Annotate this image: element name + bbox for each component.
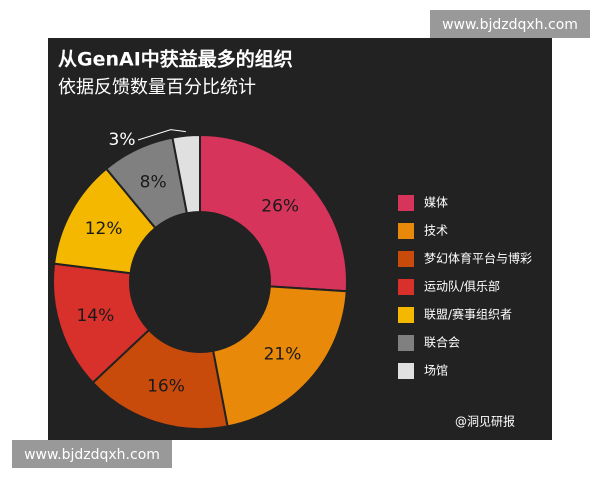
donut-slice (199, 133, 348, 293)
value-label: 16% (147, 377, 185, 397)
legend-label: 媒体 (424, 196, 448, 210)
legend-swatch (398, 335, 414, 351)
legend-label: 联盟/赛事组织者 (424, 307, 512, 322)
donut-slice (171, 133, 201, 215)
chart-title: 从GenAI中获益最多的组织 (58, 48, 293, 71)
legend-swatch (398, 363, 414, 379)
legend-label: 联合会 (424, 335, 460, 350)
legend-swatch (398, 251, 414, 267)
value-label: 8% (140, 172, 167, 192)
legend-label: 梦幻体育平台与博彩 (424, 251, 532, 266)
donut-slice (211, 285, 348, 428)
watermark: www.bjdzdqxh.com (24, 447, 160, 463)
value-label: 26% (261, 197, 299, 217)
value-label: 21% (264, 345, 302, 365)
watermark: www.bjdzdqxh.com (442, 17, 578, 33)
legend-swatch (398, 195, 414, 211)
legend-swatch (398, 279, 414, 295)
chart-subtitle: 依据反馈数量百分比统计 (58, 77, 256, 98)
leader-line (137, 129, 186, 141)
watermark-box (12, 440, 172, 468)
watermark-box (430, 10, 590, 38)
legend-label: 运动队/俱乐部 (424, 279, 500, 294)
legend-label: 场馆 (424, 363, 448, 378)
legend-swatch (398, 307, 414, 323)
value-label: 3% (109, 130, 136, 150)
value-label: 14% (76, 306, 114, 326)
legend-swatch (398, 223, 414, 239)
legend-label: 技术 (424, 224, 448, 238)
source: @洞见研报 (455, 414, 515, 429)
value-label: 12% (85, 219, 123, 239)
